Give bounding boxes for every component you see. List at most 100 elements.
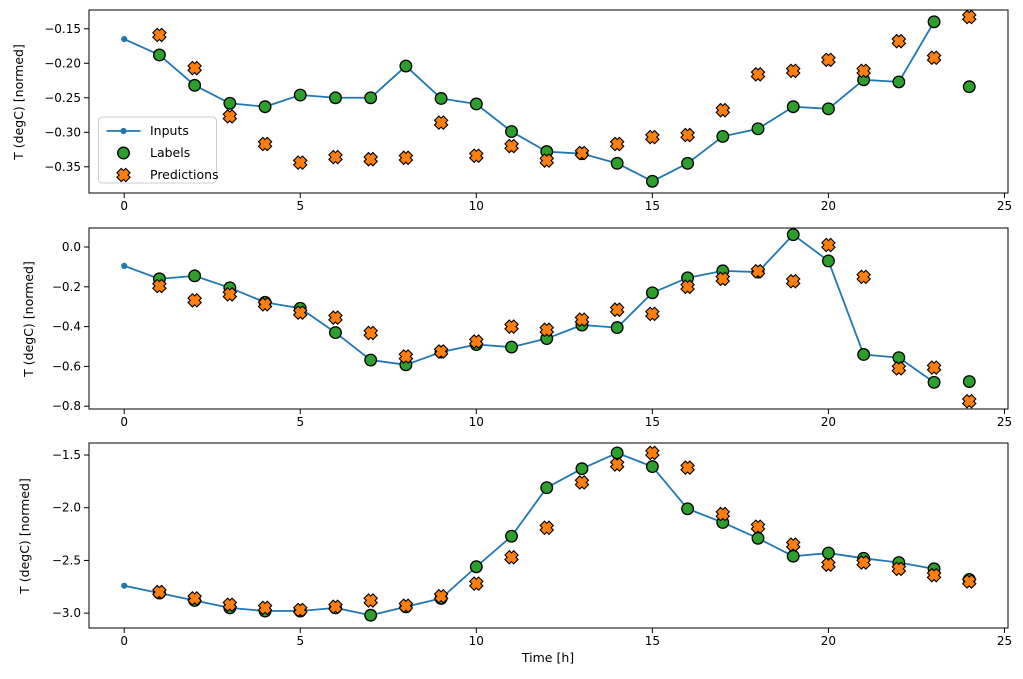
predictions-marker bbox=[715, 102, 731, 118]
predictions-marker bbox=[644, 306, 660, 322]
labels-marker bbox=[821, 254, 835, 268]
predictions-marker bbox=[574, 312, 590, 328]
predictions-marker bbox=[187, 60, 203, 76]
labels-marker bbox=[786, 100, 800, 114]
x-tick-label: 20 bbox=[821, 415, 836, 429]
labels-marker bbox=[364, 91, 378, 105]
y-tick-label: −1.5 bbox=[52, 448, 81, 462]
labels-marker bbox=[293, 88, 307, 102]
labels-marker bbox=[575, 462, 589, 476]
inputs-line bbox=[124, 452, 935, 617]
predictions-marker bbox=[961, 574, 977, 589]
y-tick-label: −0.15 bbox=[44, 22, 81, 36]
subplot-2: 0 5 10 15 20 25 0.0 −0.2 −0.4 −0.6 −0.8 bbox=[52, 227, 1012, 429]
x-tick-label: 20 bbox=[821, 634, 836, 648]
x-tick-label: 15 bbox=[645, 199, 660, 213]
y-tick-label: −2.0 bbox=[52, 501, 81, 515]
axes-frame bbox=[88, 9, 1009, 194]
x-tick-label: 15 bbox=[645, 634, 660, 648]
labels-marker bbox=[505, 340, 518, 354]
y-tick-label: −2.5 bbox=[52, 553, 81, 567]
legend-inputs-marker bbox=[120, 127, 127, 135]
labels-marker bbox=[927, 375, 941, 389]
labels-marker bbox=[962, 80, 976, 94]
predictions-marker bbox=[363, 593, 379, 608]
predictions-marker bbox=[891, 361, 907, 376]
predictions-marker bbox=[750, 263, 766, 279]
inputs-marker bbox=[121, 262, 128, 270]
predictions-marker bbox=[926, 360, 942, 375]
predictions-marker bbox=[468, 576, 484, 591]
predictions-marker bbox=[468, 334, 484, 349]
predictions-marker bbox=[398, 150, 414, 166]
predictions-marker bbox=[363, 325, 379, 341]
predictions-marker bbox=[750, 66, 766, 82]
predictions-marker bbox=[433, 344, 449, 359]
labels-marker bbox=[469, 97, 483, 111]
x-tick-label: 10 bbox=[469, 634, 484, 648]
labels-marker bbox=[927, 15, 941, 29]
predictions-marker bbox=[750, 519, 766, 535]
y-axis-label-middle: T (degC) [normed] bbox=[21, 260, 36, 377]
labels-marker bbox=[716, 129, 730, 143]
legend-box bbox=[98, 116, 217, 184]
predictions-marker bbox=[222, 286, 238, 302]
labels-marker bbox=[857, 348, 871, 361]
predictions-marker bbox=[856, 269, 872, 285]
y-axis-label-top: T (degC) [normed] bbox=[11, 43, 26, 160]
predictions-marker bbox=[680, 279, 695, 295]
y-axis-label-bottom: T (degC) [normed] bbox=[17, 477, 32, 594]
x-tick-label: 5 bbox=[296, 415, 304, 429]
labels-marker bbox=[364, 353, 378, 367]
legend-label-labels: Labels bbox=[150, 145, 191, 160]
inputs-line bbox=[123, 21, 935, 183]
predictions-marker bbox=[574, 145, 590, 161]
labels-marker bbox=[681, 156, 695, 170]
predictions-marker bbox=[433, 115, 449, 130]
labels-marker bbox=[540, 481, 554, 495]
labels-marker bbox=[821, 102, 835, 116]
labels-marker bbox=[821, 546, 835, 560]
predictions-marker bbox=[644, 129, 660, 145]
subplot-1: 0 5 10 15 20 25 −0.15 −0.20 −0.25 −0.30 −0.35 bbox=[44, 9, 1012, 213]
legend-labels-marker bbox=[117, 146, 130, 160]
predictions-marker bbox=[961, 9, 977, 25]
labels-marker bbox=[610, 156, 624, 170]
labels-marker bbox=[786, 228, 800, 242]
labels-marker bbox=[892, 351, 906, 365]
y-tick-label: 0.0 bbox=[62, 240, 81, 254]
predictions-marker bbox=[187, 591, 203, 606]
predictions-marker bbox=[785, 273, 801, 289]
labels-marker bbox=[505, 529, 518, 543]
predictions-marker bbox=[821, 557, 836, 573]
predictions-marker bbox=[328, 149, 343, 165]
predictions-marker bbox=[821, 237, 836, 253]
x-axis-label: Time [h] bbox=[521, 650, 575, 665]
labels-marker bbox=[751, 531, 765, 545]
predictions-marker bbox=[609, 136, 625, 152]
labels-marker bbox=[610, 446, 624, 460]
predictions-marker bbox=[398, 349, 414, 364]
legend-label-predictions: Predictions bbox=[150, 167, 219, 182]
labels-marker bbox=[751, 122, 765, 136]
labels-marker bbox=[152, 48, 166, 62]
predictions-marker bbox=[961, 393, 977, 409]
predictions-marker bbox=[292, 155, 308, 171]
predictions-marker bbox=[292, 305, 308, 321]
predictions-marker bbox=[222, 597, 238, 613]
predictions-marker bbox=[856, 63, 872, 79]
legend-predictions-marker bbox=[116, 167, 131, 183]
predictions-marker bbox=[152, 278, 167, 294]
x-tick-label: 25 bbox=[997, 199, 1012, 213]
predictions-marker bbox=[433, 588, 449, 604]
axes-frame bbox=[88, 442, 1009, 629]
labels-marker bbox=[505, 125, 518, 139]
predictions-marker bbox=[785, 63, 801, 79]
predictions-marker bbox=[856, 555, 872, 570]
x-tick-label: 20 bbox=[821, 199, 836, 213]
predictions-marker bbox=[257, 600, 273, 616]
y-tick-label: −3.0 bbox=[52, 606, 81, 620]
y-tick-label: −0.6 bbox=[52, 359, 81, 373]
